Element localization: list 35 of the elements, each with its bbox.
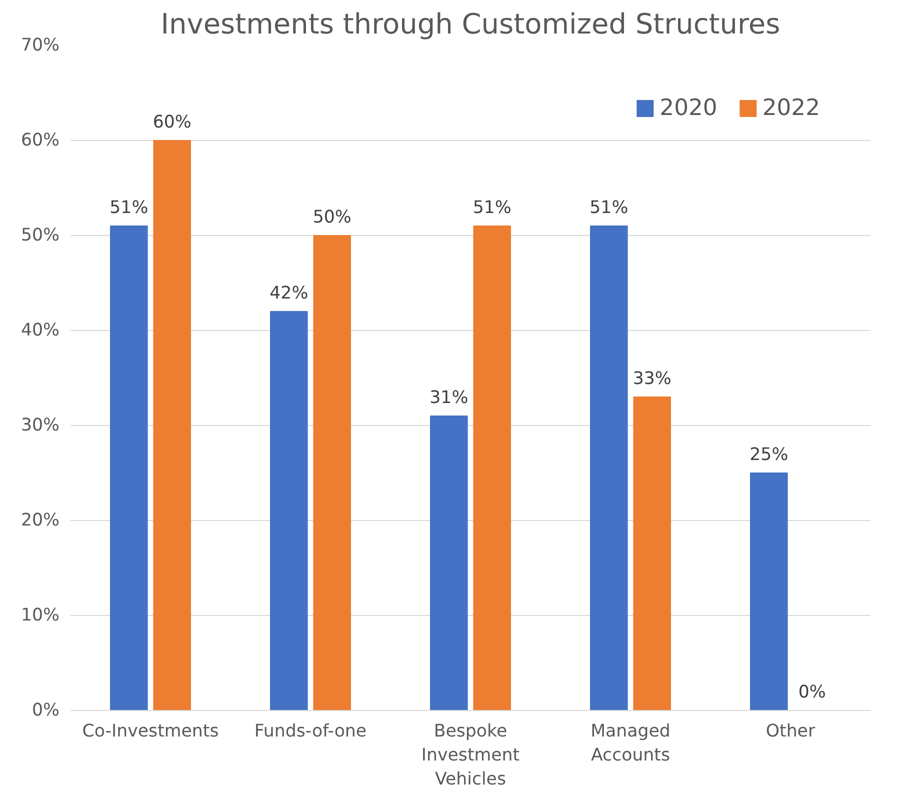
data-label: 50% — [312, 208, 352, 228]
data-label: 33% — [632, 369, 672, 389]
y-tick-label: 60% — [20, 130, 60, 150]
chart-title: Investments through Customized Structures — [160, 8, 780, 40]
y-tick-label: 50% — [20, 226, 60, 246]
y-tick-label: 10% — [20, 606, 60, 626]
bar — [313, 235, 351, 710]
y-tick-label: 40% — [20, 320, 60, 340]
x-tick-label: Co-Investments — [82, 722, 219, 742]
x-tick-label: Managed Accounts — [590, 722, 670, 766]
data-label: 60% — [152, 112, 192, 132]
y-tick-label: 0% — [32, 700, 60, 720]
bar — [633, 396, 671, 710]
bar — [590, 226, 628, 710]
data-label: 25% — [750, 445, 788, 465]
bar — [153, 140, 191, 710]
data-label: 51% — [472, 198, 512, 218]
y-tick-label: 20% — [20, 510, 60, 530]
x-tick-label: Funds-of-one — [254, 722, 367, 742]
y-tick-label: 70% — [20, 36, 60, 56]
bar — [473, 226, 511, 710]
x-tick-label: Bespoke Investment Vehicles — [421, 722, 520, 790]
legend-label: 2020 — [660, 95, 718, 121]
legend-label: 2022 — [762, 95, 820, 121]
bar — [110, 226, 148, 710]
bar — [270, 311, 308, 710]
y-tick-label: 30% — [20, 416, 60, 436]
bar — [430, 416, 468, 710]
data-label: 51% — [590, 198, 628, 218]
data-label: 0% — [798, 682, 826, 702]
data-label: 31% — [430, 388, 468, 408]
data-label: 42% — [270, 284, 308, 304]
data-label: 51% — [110, 198, 148, 218]
x-tick-label: Other — [766, 722, 816, 742]
bar — [750, 472, 788, 710]
